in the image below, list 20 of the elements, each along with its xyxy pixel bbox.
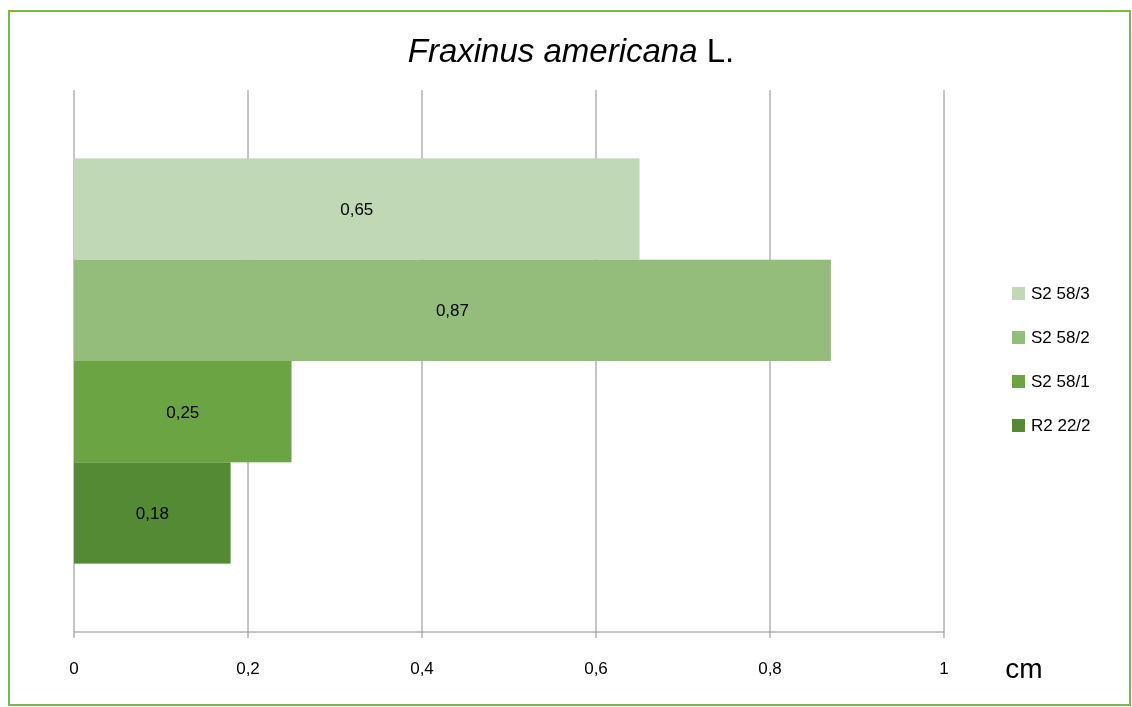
data-label: 0,65 [340,200,374,220]
legend-label: R2 22/2 [1031,416,1091,435]
x-tick-label: 0,8 [758,659,782,678]
x-tick-label: 0,6 [584,659,608,678]
x-tick-label: 0 [69,659,79,678]
x-tick-label: 0,4 [410,659,434,678]
x-tick-label: 1 [939,659,949,678]
chart-title: Fraxinus americana L. [407,32,735,69]
bar [74,361,292,463]
x-tick-label: 0,2 [236,659,260,678]
bar [74,462,231,564]
data-label: 0,87 [435,301,469,321]
x-axis-title: cm [1005,653,1043,684]
legend-label: S2 58/2 [1031,328,1090,347]
legend-label: S2 58/1 [1031,372,1090,391]
bar [74,259,831,361]
data-label: 0,25 [166,402,200,422]
data-label: 0,18 [135,503,169,523]
legend-label: S2 58/3 [1031,284,1090,303]
bar [74,158,640,260]
